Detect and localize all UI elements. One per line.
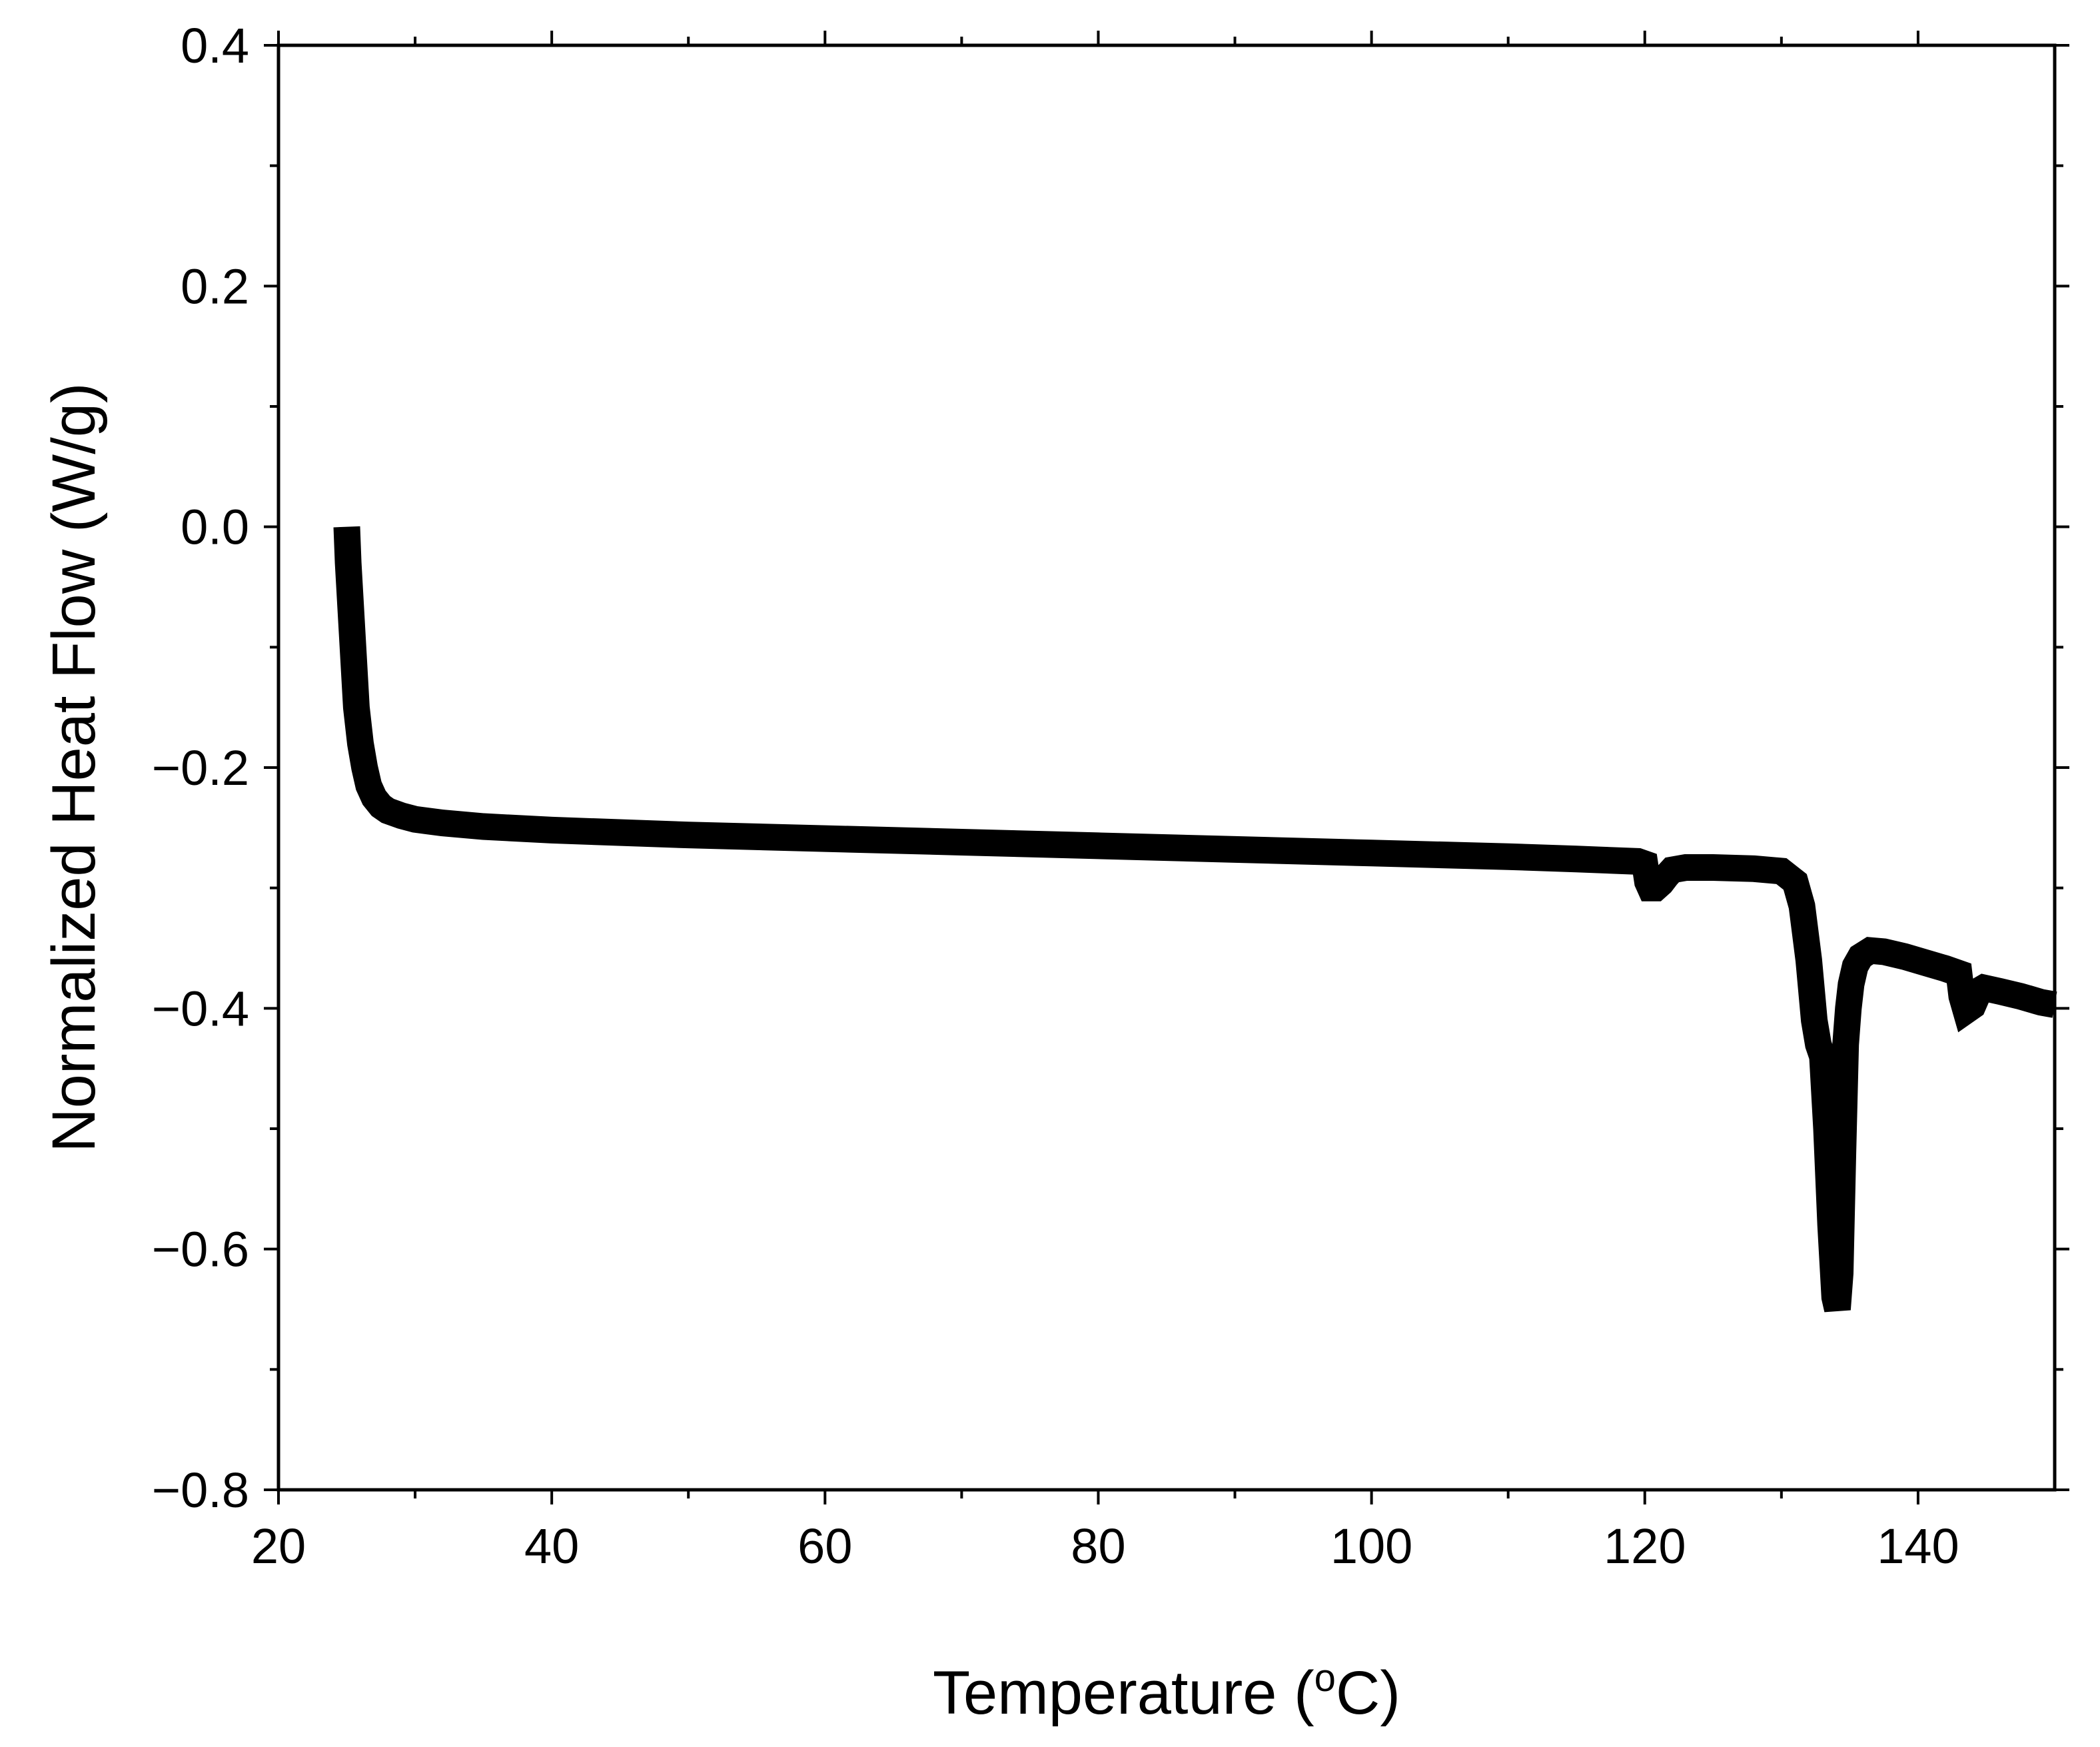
x-axis-label: Temperature (oC) xyxy=(933,1656,1400,1727)
series-line xyxy=(333,526,2057,1313)
x-tick-label: 60 xyxy=(797,1518,852,1574)
y-tick-label: −0.8 xyxy=(152,1462,249,1518)
x-axis-label-end: C) xyxy=(1336,1659,1400,1727)
plot-frame xyxy=(276,43,2057,1492)
x-axis-label-start: Temperature ( xyxy=(933,1659,1314,1727)
y-tick-label: 0.0 xyxy=(181,500,249,555)
y-tick-label: 0.4 xyxy=(181,18,249,73)
x-tick-label: 140 xyxy=(1877,1518,1959,1574)
y-tick-label: −0.2 xyxy=(152,740,249,796)
x-tick-label: 20 xyxy=(251,1518,306,1574)
x-axis: 20 40 60 80 100 120 140 xyxy=(251,31,1959,1574)
y-axis-label: Normalized Heat Flow (W/g) xyxy=(40,382,108,1152)
y-tick-label: −0.6 xyxy=(152,1222,249,1277)
y-axis: −0.8 −0.6 −0.4 −0.2 0.0 0.2 0.4 xyxy=(152,18,2069,1518)
x-tick-label: 80 xyxy=(1071,1518,1125,1574)
y-tick-label: −0.4 xyxy=(152,981,249,1036)
x-tick-label: 100 xyxy=(1330,1518,1412,1574)
x-tick-label: 40 xyxy=(524,1518,579,1574)
data-layer xyxy=(333,526,2057,1313)
x-axis-label-sup: o xyxy=(1314,1656,1336,1700)
x-tick-label: 120 xyxy=(1604,1518,1686,1574)
y-tick-label: 0.2 xyxy=(181,259,249,314)
